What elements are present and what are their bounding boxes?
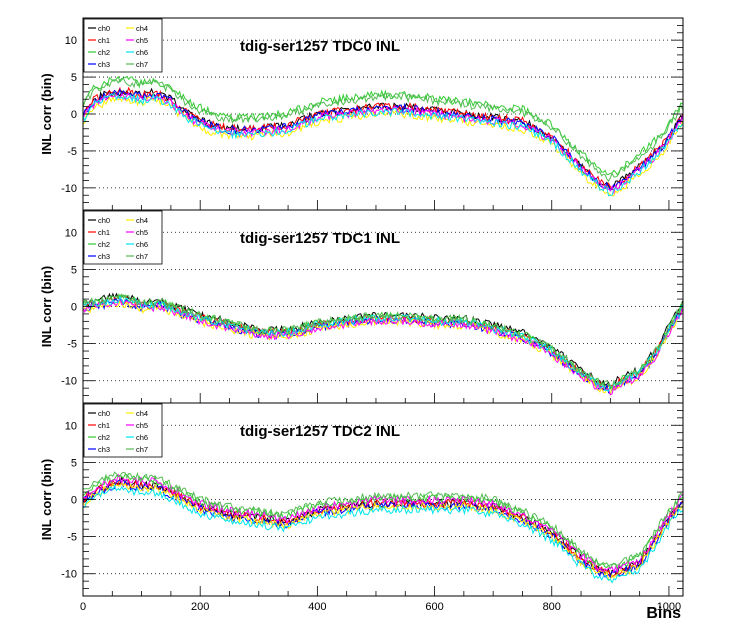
legend: ch0 ch1 ch2 ch3 ch4 ch5 ch6 ch7 [83,18,163,73]
y-tick-label: 5 [71,72,77,84]
series-line-ch3 [83,88,683,192]
panel-1: -10 -5 0 5 10 INL corr (bin) tdig-ser1257 TDC1… [39,209,684,404]
legend-label-ch6: ch6 [136,48,148,57]
y-tick-label: -10 [61,376,77,388]
legend-label-ch3: ch3 [98,60,110,69]
legend-label-ch7: ch7 [136,252,148,261]
panel-title: tdig-ser1257 TDC0 INL [240,38,400,55]
legend-label-ch1: ch1 [98,228,110,237]
panel-0: -10 -5 0 5 10 INL corr (bin) tdig-ser1257 TDC0… [39,17,684,211]
y-tick-label: 10 [65,35,77,47]
series-line-ch6 [83,92,683,197]
legend-label-ch6: ch6 [136,240,148,249]
y-tick-label: -10 [61,183,77,195]
x-tick-label: 600 [425,601,443,613]
legend-label-ch1: ch1 [98,421,110,430]
y-tick-label: 5 [71,457,77,469]
legend-box [83,210,163,265]
series-line-ch7 [83,294,683,390]
y-tick-label: 5 [71,264,77,276]
y-tick-label: -5 [67,532,77,544]
legend-label-ch0: ch0 [98,24,110,33]
y-axis-label: INL corr (bin) [39,266,54,347]
legend-label-ch4: ch4 [136,24,148,33]
y-axis-label: INL corr (bin) [39,73,54,154]
y-tick-label: 0 [71,109,77,121]
panel-2: -10 -5 0 5 10 INL corr (bin) tdig-ser1257 TDC2… [39,402,684,622]
panel-title: tdig-ser1257 TDC2 INL [240,423,400,440]
legend-label-ch0: ch0 [98,409,110,418]
x-tick-label: 1000 [657,601,681,613]
legend-box [83,18,163,73]
y-tick-label: -5 [67,146,77,158]
x-tick-label: 0 [80,601,86,613]
y-tick-label: 10 [65,227,77,239]
x-tick-label: 400 [308,601,326,613]
series-group [83,471,683,584]
legend-box [83,403,163,458]
legend-label-ch3: ch3 [98,252,110,261]
y-tick-label: -10 [61,569,77,581]
legend-label-ch2: ch2 [98,48,110,57]
legend-label-ch0: ch0 [98,216,110,225]
x-axis-label: Bins [646,605,681,622]
y-tick-label: 0 [71,495,77,507]
y-tick-label: 10 [65,420,77,432]
legend: ch0 ch1 ch2 ch3 ch4 ch5 ch6 ch7 [83,403,163,458]
series-line-ch7 [83,471,683,567]
x-tick-label: 800 [543,601,561,613]
legend-label-ch3: ch3 [98,445,110,454]
legend-label-ch2: ch2 [98,240,110,249]
legend-label-ch2: ch2 [98,433,110,442]
legend-label-ch5: ch5 [136,36,148,45]
series-group [83,75,683,197]
series-line-ch6 [83,294,683,393]
legend-label-ch4: ch4 [136,409,148,418]
y-tick-label: -5 [67,339,77,351]
legend-label-ch7: ch7 [136,445,148,454]
series-group [83,292,683,396]
legend-label-ch1: ch1 [98,36,110,45]
series-line-ch5 [83,473,683,574]
legend: ch0 ch1 ch2 ch3 ch4 ch5 ch6 ch7 [83,210,163,265]
legend-label-ch4: ch4 [136,216,148,225]
y-tick-label: 0 [71,302,77,314]
legend-label-ch6: ch6 [136,433,148,442]
series-line-ch5 [83,91,683,195]
legend-label-ch5: ch5 [136,228,148,237]
series-line-ch7 [83,77,683,182]
x-tick-label: 200 [191,601,209,613]
series-line-ch5 [83,298,683,396]
legend-label-ch5: ch5 [136,421,148,430]
panel-title: tdig-ser1257 TDC1 INL [240,230,400,247]
series-line-ch0 [83,87,683,191]
legend-label-ch7: ch7 [136,60,148,69]
series-line-ch6 [83,484,683,584]
y-axis-label: INL corr (bin) [39,459,54,540]
series-line-ch4 [83,299,683,396]
